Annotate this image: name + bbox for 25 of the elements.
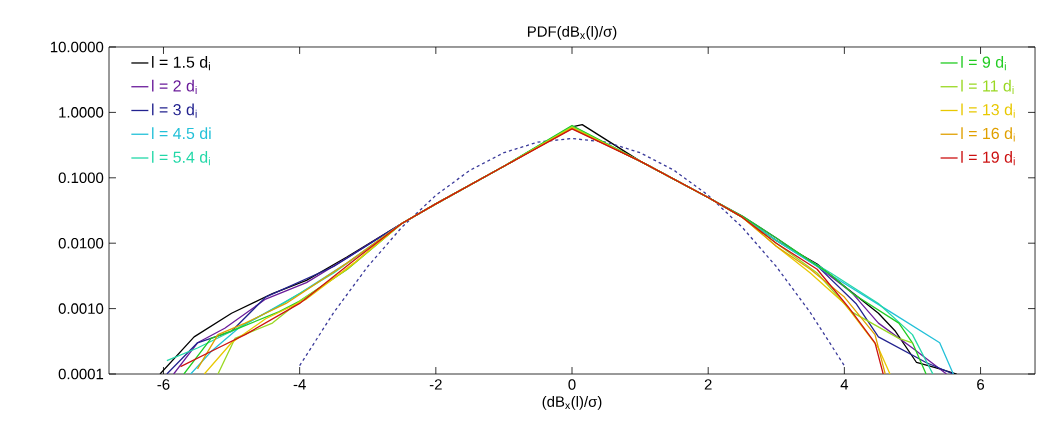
chart-title: PDF(dB$_{x}$(l)/σ) bbox=[527, 25, 617, 40]
legend-label: l = 2 d$_{i}$ bbox=[152, 79, 197, 94]
legend-label: l = 1.5 d$_{i}$ bbox=[152, 56, 210, 71]
legend-label: l = 3 d$_{i}$ bbox=[152, 103, 197, 118]
legend-label: l = 11 d$_{i}$ bbox=[961, 79, 1014, 94]
y-tick-label: 0.0100 bbox=[58, 237, 104, 249]
y-tick-label: 0.0001 bbox=[58, 368, 104, 380]
x-tick-label: 6 bbox=[977, 379, 985, 390]
y-tick-label: 0.1000 bbox=[58, 172, 104, 184]
y-tick-label: 0.0010 bbox=[58, 303, 104, 314]
legend-label: l = 4.5 di bbox=[152, 127, 211, 140]
x-tick-label: 4 bbox=[840, 379, 849, 390]
legend-label: l = 13 d$_{i}$ bbox=[961, 103, 1015, 118]
y-tick-label: 10.0000 bbox=[50, 41, 104, 53]
x-axis-title: (dB$_{x}$(l)/σ) bbox=[542, 395, 602, 410]
x-tick-label: -4 bbox=[293, 379, 306, 390]
x-tick-label: -6 bbox=[157, 379, 170, 390]
x-tick-label: -2 bbox=[429, 379, 442, 390]
legend-label: l = 5.4 d$_{i}$ bbox=[152, 151, 210, 166]
legend-label: l = 9 d$_{i}$ bbox=[961, 56, 1006, 71]
legend-label: l = 19 d$_{i}$ bbox=[961, 151, 1015, 166]
legend-label: l = 16 d$_{i}$ bbox=[961, 127, 1015, 142]
x-tick-label: 2 bbox=[704, 379, 712, 390]
y-tick-label: 1.0000 bbox=[59, 107, 104, 118]
x-tick-label: 0 bbox=[568, 379, 576, 390]
